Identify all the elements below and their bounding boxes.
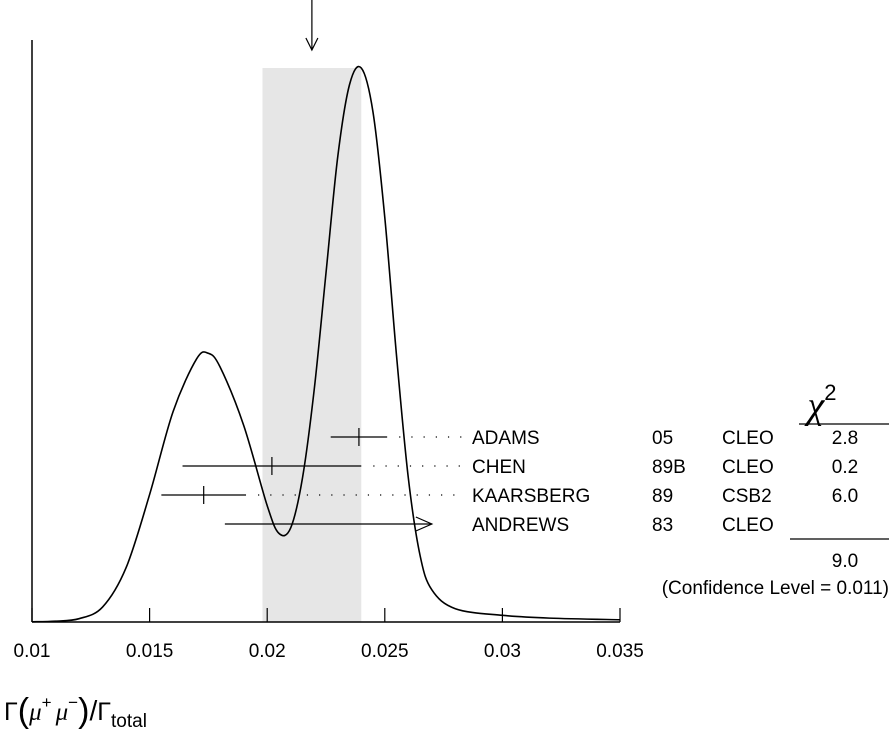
confidence-level: (Confidence Level = 0.011) — [662, 578, 889, 599]
measurement-experiment: CSB2 — [722, 486, 772, 507]
measurement-year: 89B — [652, 457, 686, 478]
measurement-chi2: 2.8 — [832, 428, 858, 449]
measurement-year: 89 — [652, 486, 673, 507]
measurement-limit-arrow — [415, 516, 434, 532]
ideogram-curve — [31, 65, 621, 623]
x-tick-label: 0.02 — [249, 641, 286, 662]
average-error-band — [262, 68, 362, 622]
measurement-author: CHEN — [472, 457, 526, 478]
x-tick-label: 0.035 — [596, 641, 644, 662]
measurement-experiment: CLEO — [722, 457, 774, 478]
average-arrow-head — [305, 37, 319, 52]
measurement-experiment: CLEO — [722, 515, 774, 536]
x-tick-label: 0.025 — [361, 641, 409, 662]
chi2-header-superscript: 2 — [824, 380, 836, 405]
measurement-experiment: CLEO — [722, 428, 774, 449]
measurement-year: 83 — [652, 515, 673, 536]
measurement-author: KAARSBERG — [472, 486, 590, 507]
measurement-author: ANDREWS — [472, 515, 569, 536]
x-tick-label: 0.01 — [14, 641, 51, 662]
x-tick-label: 0.015 — [126, 641, 174, 662]
x-axis-label: Γ(μ+ μ−)/Γtotal — [4, 692, 147, 732]
measurement-chi2: 6.0 — [832, 486, 858, 507]
measurement-year: 05 — [652, 428, 673, 449]
measurement-author: ADAMS — [472, 428, 540, 449]
chi2-header: χ2 — [804, 380, 837, 427]
chi2-total: 9.0 — [832, 551, 858, 572]
x-tick-label: 0.03 — [484, 641, 521, 662]
measurement-chi2: 0.2 — [832, 457, 858, 478]
